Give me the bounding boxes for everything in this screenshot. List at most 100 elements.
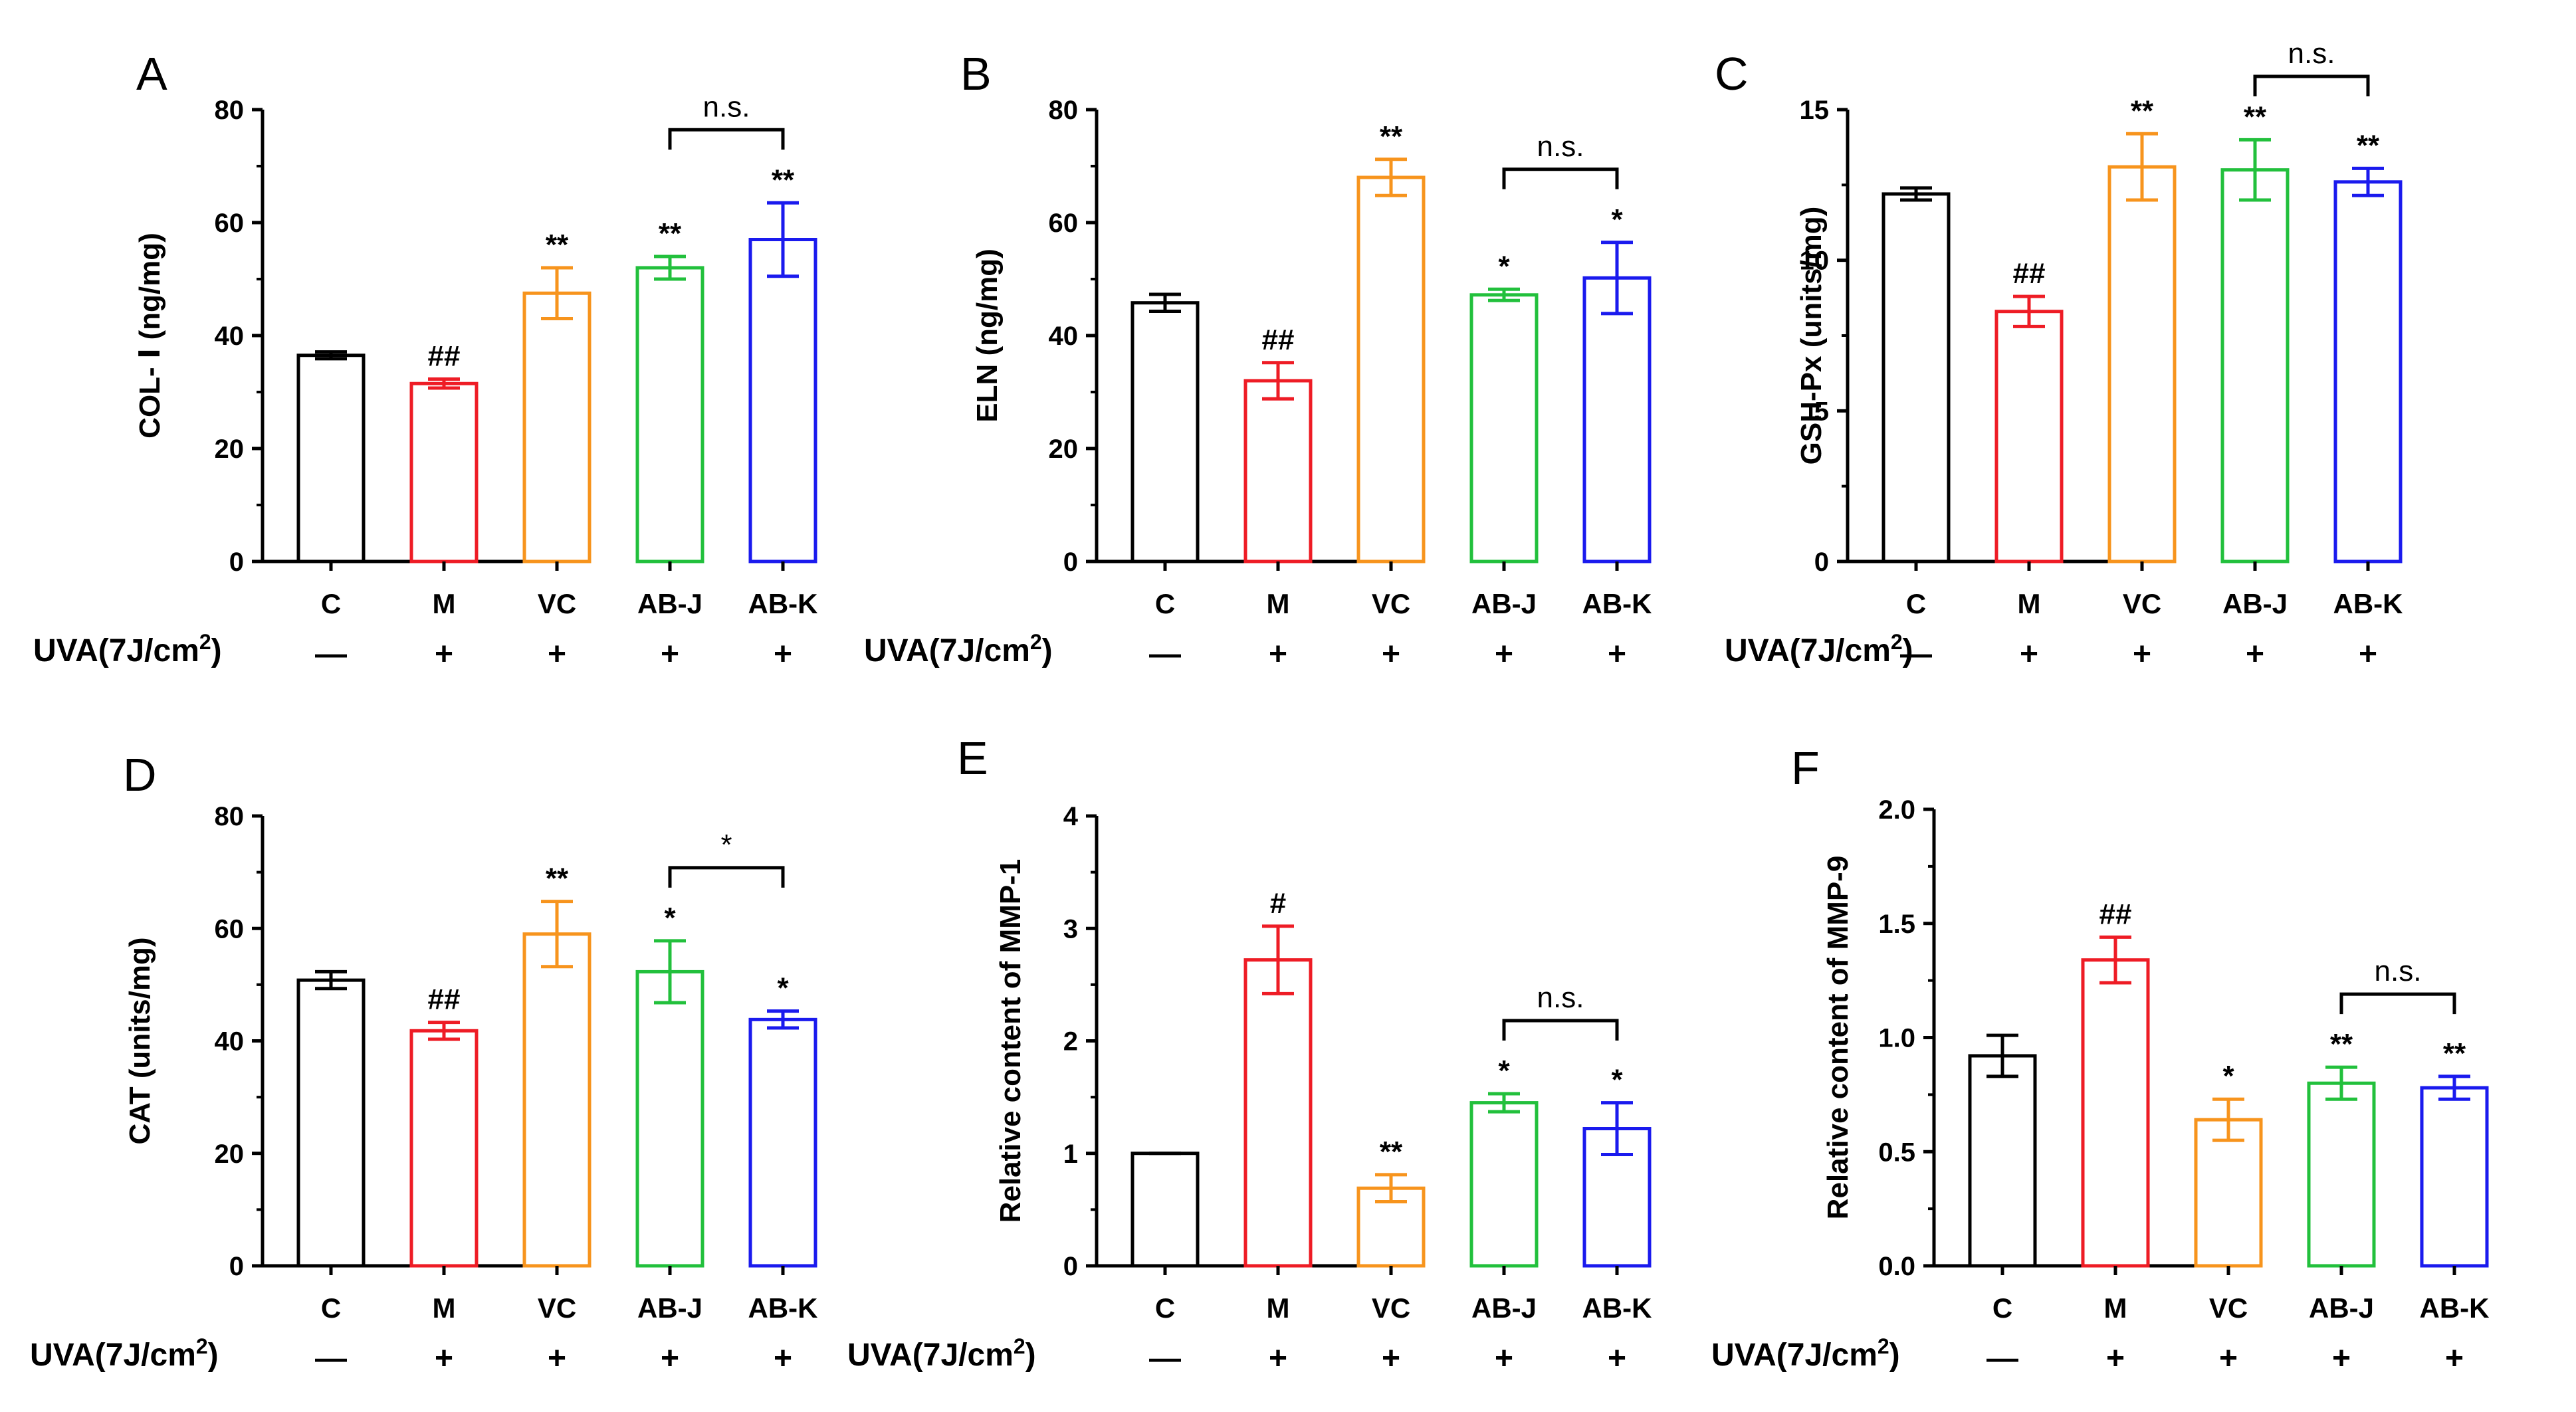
bar-m [409, 1029, 479, 1268]
bar-m [409, 381, 479, 563]
comparison-bracket [668, 866, 785, 888]
panel-label: A [136, 48, 167, 100]
significance-label: ** [2357, 129, 2380, 161]
x-tick-label: M [433, 1292, 456, 1324]
y-tick-label: 80 [1049, 96, 1079, 125]
y-axis-label: Relative content of MMP-1 [994, 859, 1027, 1223]
bracket-label: n.s. [2375, 955, 2422, 987]
comparison-bracket [2339, 992, 2456, 1015]
treatment-sign: + [1495, 1341, 1513, 1376]
significance-label: ** [659, 217, 682, 250]
significance-label: ** [1380, 120, 1403, 153]
bracket-label: n.s. [1537, 981, 1584, 1014]
significance-label: ## [428, 983, 461, 1016]
treatment-sign: — [1149, 1341, 1181, 1376]
treatment-sign: + [548, 637, 566, 672]
y-tick-label: 3 [1063, 914, 1078, 944]
treatment-sign: + [1495, 637, 1513, 672]
bar-c [1130, 1152, 1200, 1268]
y-tick-label: 2 [1063, 1027, 1078, 1057]
significance-label: ** [2330, 1028, 2353, 1060]
significance-label: * [1498, 250, 1510, 282]
treatment-sign: + [2359, 637, 2377, 672]
treatment-sign: — [1900, 637, 1932, 672]
uva-row-label: UVA(7J/cm2) [1725, 630, 1913, 668]
uva-row-label: UVA(7J/cm2) [864, 630, 1053, 668]
bracket-label: * [720, 829, 732, 861]
x-tick-label: C [1906, 588, 1926, 619]
treatment-sign: + [661, 637, 679, 672]
significance-label: ** [1380, 1136, 1403, 1168]
panel-label: F [1791, 742, 1820, 794]
bar-vc [2107, 165, 2177, 563]
y-axis-label: COL- Ⅰ (ng/mg) [134, 233, 166, 439]
bar-vc [522, 291, 591, 563]
x-tick-label: AB-K [1582, 1292, 1652, 1324]
bar-ab-k [2333, 180, 2403, 563]
y-tick-label: 4 [1063, 802, 1079, 831]
y-tick-label: 80 [215, 96, 245, 125]
treatment-sign: + [774, 637, 792, 672]
comparison-bracket [1502, 167, 1619, 189]
y-tick-label: 60 [1049, 209, 1079, 238]
treatment-sign: + [2332, 1341, 2351, 1376]
y-tick-label: 1.0 [1878, 1024, 1915, 1053]
y-tick-label: 0 [229, 1252, 244, 1281]
y-tick-label: 2.0 [1878, 795, 1915, 825]
y-tick-label: 20 [215, 1140, 245, 1169]
y-axis-label: GSH-Px (units/mg) [1795, 207, 1828, 465]
x-tick-label: AB-K [2333, 588, 2403, 619]
bar-m [1243, 379, 1313, 563]
uva-row-label: UVA(7J/cm2) [1711, 1334, 1900, 1373]
x-tick-label: AB-K [748, 1292, 818, 1324]
y-tick-label: 80 [215, 802, 245, 831]
y-tick-label: 40 [1049, 322, 1079, 351]
significance-label: * [664, 902, 676, 934]
y-tick-label: 40 [215, 322, 245, 351]
y-tick-label: 60 [215, 209, 245, 238]
bar-ab-j [1469, 293, 1539, 563]
comparison-bracket [668, 128, 785, 150]
treatment-sign: + [1382, 1341, 1400, 1376]
x-tick-label: VC [2209, 1292, 2248, 1324]
y-tick-label: 60 [215, 914, 245, 944]
significance-label: ## [2013, 257, 2046, 290]
significance-label: ## [2099, 898, 2132, 930]
panel-label: C [1715, 48, 1749, 100]
significance-label: ** [546, 862, 569, 895]
y-tick-label: 0 [1063, 548, 1078, 577]
bar-ab-j [635, 266, 704, 563]
y-tick-label: 0 [1063, 1252, 1078, 1281]
significance-label: ** [2244, 100, 2267, 133]
treatment-sign: + [1608, 1341, 1626, 1376]
y-axis-label: Relative content of MMP-9 [1822, 856, 1854, 1220]
x-tick-label: VC [1372, 1292, 1410, 1324]
treatment-sign: — [315, 637, 347, 672]
x-tick-label: C [1155, 588, 1175, 619]
significance-label: * [777, 972, 789, 1005]
panel-label: D [123, 749, 157, 801]
treatment-sign: + [2020, 637, 2038, 672]
y-tick-label: 1 [1063, 1140, 1078, 1169]
treatment-sign: + [548, 1341, 566, 1376]
y-tick-label: 10 [1800, 247, 1830, 276]
uva-row-label: UVA(7J/cm2) [33, 630, 222, 668]
chart-panel-f: F 0.0 0.5 1.0 1.5 2.0 Relative content of MMP-… [1711, 742, 2489, 1376]
bar-vc [1356, 175, 1426, 563]
significance-label: ## [1262, 324, 1295, 356]
x-tick-label: AB-J [1471, 1292, 1537, 1324]
treatment-sign: + [1269, 637, 1287, 672]
x-tick-label: AB-K [748, 588, 818, 619]
treatment-sign: + [435, 1341, 453, 1376]
x-tick-label: VC [2123, 588, 2161, 619]
treatment-sign: — [1149, 637, 1181, 672]
y-axis-label: ELN (ng/mg) [971, 249, 1004, 423]
x-tick-label: VC [538, 588, 576, 619]
x-tick-label: C [1155, 1292, 1175, 1324]
bar-vc [522, 932, 591, 1268]
bar-ab-j [1469, 1101, 1539, 1268]
treatment-sign: + [1269, 1341, 1287, 1376]
significance-label: ## [428, 340, 461, 372]
